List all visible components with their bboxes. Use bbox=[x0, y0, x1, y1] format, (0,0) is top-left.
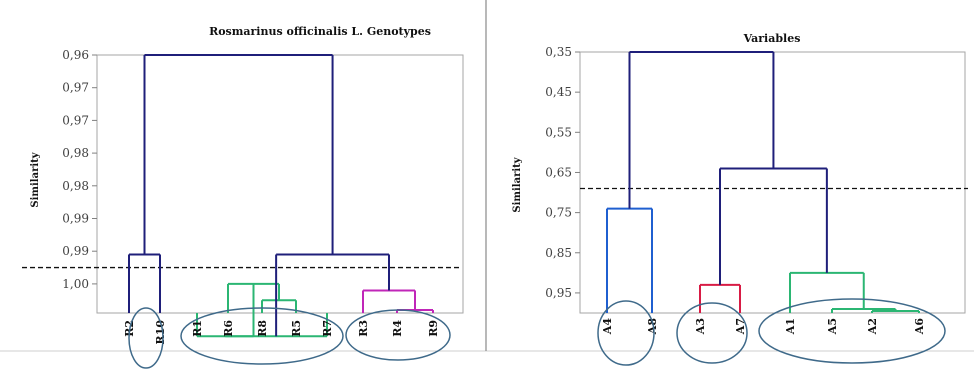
leaf-label-r7: R7 bbox=[321, 320, 334, 337]
leaf-label-r9: R9 bbox=[427, 320, 440, 337]
y-tick-label: 0,98 bbox=[62, 179, 89, 193]
y-axis-label: Similarity bbox=[512, 156, 523, 212]
leaf-label-a5: A5 bbox=[826, 318, 839, 335]
y-tick-label: 0,65 bbox=[545, 165, 572, 179]
leaf-label-a1: A1 bbox=[784, 318, 797, 335]
plot-frame bbox=[96, 54, 464, 314]
dendrogram-genotypes-panel: Rosmarinus officinalis L. Genotypes Simil… bbox=[0, 0, 487, 369]
leaf-label-a3: A3 bbox=[694, 318, 707, 335]
leaf-label-r10: R10 bbox=[154, 320, 167, 345]
group-ellipse bbox=[597, 300, 655, 366]
leaf-label-r5: R5 bbox=[290, 320, 303, 337]
y-tick-label: 0,97 bbox=[62, 113, 89, 127]
y-tick-label: 0,99 bbox=[62, 244, 89, 258]
y-tick-label: 0,96 bbox=[62, 48, 89, 62]
y-tick-label: 0,55 bbox=[545, 125, 572, 139]
group-ellipse bbox=[345, 309, 451, 361]
leaf-label-a6: A6 bbox=[913, 318, 926, 336]
leaf-label-a2: A2 bbox=[866, 318, 879, 335]
group-ellipse bbox=[128, 307, 164, 369]
leaf-label-r1: R1 bbox=[191, 320, 204, 337]
y-tick-label: 0,75 bbox=[545, 206, 572, 220]
y-tick-label: 0,97 bbox=[62, 81, 89, 95]
group-ellipse bbox=[676, 302, 748, 364]
leaf-label-a8: A8 bbox=[646, 318, 659, 336]
leaf-label-r8: R8 bbox=[256, 320, 269, 337]
chart-title: Rosmarinus officinalis L. Genotypes bbox=[209, 25, 431, 38]
leaf-label-r4: R4 bbox=[391, 320, 404, 337]
y-tick-label: 0,95 bbox=[545, 286, 572, 300]
chart-title: Variables bbox=[743, 32, 801, 45]
dendrogram-genotypes-chart: Rosmarinus officinalis L. Genotypes Simil… bbox=[0, 0, 487, 369]
group-ellipse bbox=[180, 307, 344, 365]
y-tick-label: 0,35 bbox=[545, 45, 572, 59]
leaf-label-r3: R3 bbox=[357, 320, 370, 337]
dendrogram-variables-panel: Variables Similarity 0,35 0,45 0,55 0,65 0,75 0… bbox=[487, 0, 974, 369]
y-tick-label: 0,99 bbox=[62, 212, 89, 226]
y-tick-label: 0,98 bbox=[62, 146, 89, 160]
leaf-label-r6: R6 bbox=[222, 320, 235, 337]
y-axis-label: Similarity bbox=[30, 151, 41, 207]
y-tick-label: 0,45 bbox=[545, 85, 572, 99]
y-tick-label: 0,85 bbox=[545, 246, 572, 260]
leaf-label-a7: A7 bbox=[734, 318, 747, 335]
dendrogram-variables-chart: Variables Similarity 0,35 0,45 0,55 0,65 0,75 0… bbox=[487, 32, 974, 366]
y-tick-label: 1,00 bbox=[62, 277, 89, 291]
leaf-label-a4: A4 bbox=[601, 318, 614, 336]
group-ellipse bbox=[758, 298, 946, 364]
